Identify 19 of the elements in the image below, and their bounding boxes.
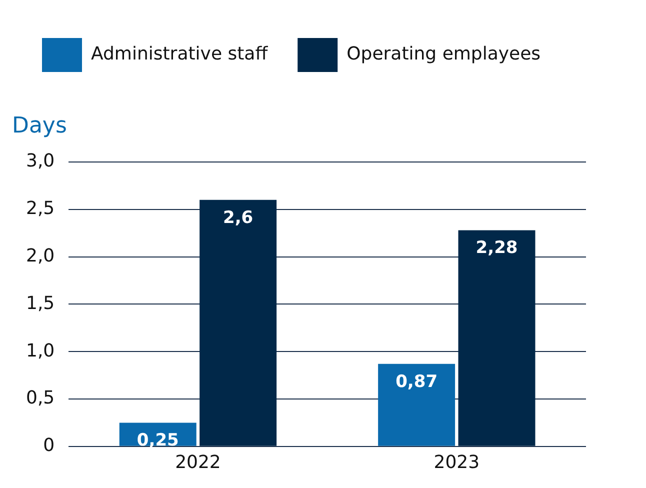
y-tick-label: 3,0	[26, 150, 55, 172]
data-label: 2,6	[223, 208, 254, 228]
data-label: 0,87	[396, 372, 438, 392]
legend-label: Operating emplayees	[346, 44, 541, 65]
bar	[458, 230, 536, 446]
y-tick-label: 0,5	[26, 388, 55, 409]
y-axis-title: Days	[12, 114, 67, 139]
y-tick-label: 2,5	[26, 198, 55, 220]
y-tick-label: 2,0	[26, 245, 55, 266]
data-label: 0,25	[136, 430, 179, 451]
y-tick-label: 0	[43, 435, 55, 456]
x-tick-label: 2023	[434, 452, 480, 473]
y-tick-label: 1,0	[26, 340, 55, 362]
legend-label: Administrative staff	[91, 44, 268, 65]
x-tick-label: 2022	[175, 452, 221, 473]
y-tick-label: 1,5	[26, 292, 55, 314]
bar	[378, 364, 456, 446]
data-label: 2,28	[476, 238, 518, 258]
bar	[200, 200, 277, 446]
